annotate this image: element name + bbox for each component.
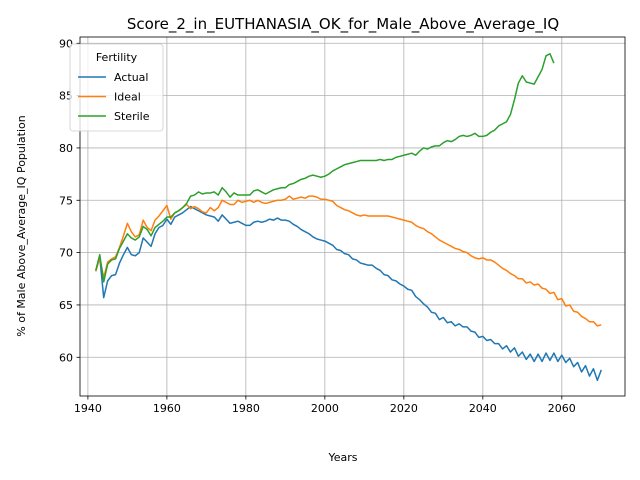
y-tick-label: 80 xyxy=(59,142,73,155)
legend-title: Fertility xyxy=(96,51,138,64)
y-tick-label: 90 xyxy=(59,37,73,50)
y-tick-label: 85 xyxy=(59,90,73,103)
legend-label-ideal: Ideal xyxy=(114,91,141,104)
x-tick-label: 1960 xyxy=(153,402,181,415)
series-line-actual xyxy=(95,205,603,382)
y-axis: 60 65 70 75 80 85 90 xyxy=(59,37,80,364)
plot-frame xyxy=(79,36,626,397)
x-tick-label: 1980 xyxy=(232,402,260,415)
grid-lines xyxy=(80,37,625,396)
chart-title: Score_2_in_EUTHANASIA_OK_for_Male_Above_… xyxy=(127,15,559,34)
legend-label-actual: Actual xyxy=(114,71,148,84)
y-tick-label: 60 xyxy=(59,351,73,364)
x-tick-label: 2040 xyxy=(469,402,497,415)
legend-box xyxy=(69,43,164,132)
x-axis-label: Years xyxy=(327,451,357,464)
x-axis: 1940 1960 1980 2000 2020 2040 2060 xyxy=(74,396,576,415)
legend: Fertility Actual Ideal Sterile xyxy=(69,43,164,132)
x-tick-label: 2000 xyxy=(311,402,339,415)
y-tick-label: 65 xyxy=(59,299,73,312)
y-axis-label: % of Male Above_Average_IQ Population xyxy=(15,115,28,337)
series-layer xyxy=(95,53,603,382)
x-tick-label: 2020 xyxy=(390,402,418,415)
x-tick-label: 2060 xyxy=(548,402,576,415)
x-tick-label: 1940 xyxy=(74,402,102,415)
y-tick-label: 70 xyxy=(59,247,73,260)
series-line-sterile xyxy=(95,53,555,283)
legend-label-sterile: Sterile xyxy=(114,110,150,123)
y-tick-label: 75 xyxy=(59,194,73,207)
